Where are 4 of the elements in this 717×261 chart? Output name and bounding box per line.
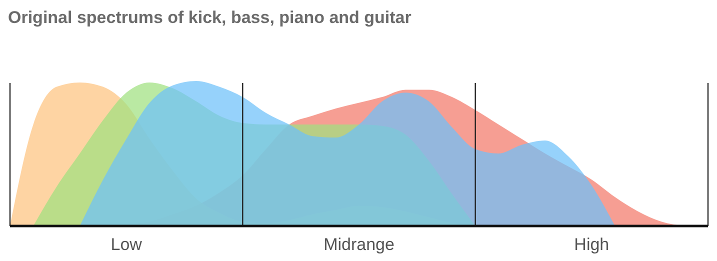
x-tick-label: Midrange	[324, 235, 394, 254]
chart-title: Original spectrums of kick, bass, piano and guitar	[8, 8, 412, 27]
x-tick-label: Low	[110, 235, 143, 254]
x-tick-label: High	[574, 235, 610, 254]
